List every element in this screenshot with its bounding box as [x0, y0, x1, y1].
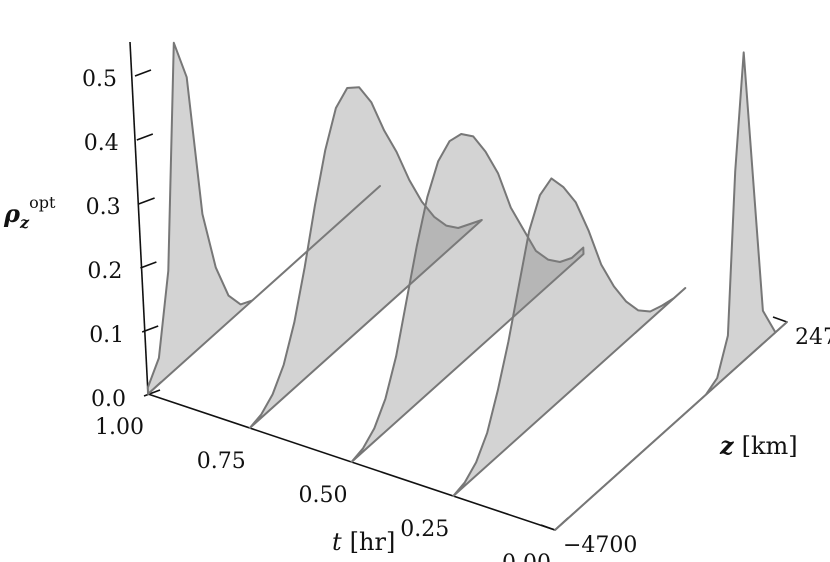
curves: [146, 41, 788, 531]
rho-tick-label: 0.0: [91, 387, 126, 412]
rho-tick-mark: [143, 389, 161, 397]
rho-tick-mark: [140, 261, 157, 269]
rho-tick-mark: [136, 133, 154, 141]
z-axis-title: z [km]: [719, 431, 798, 460]
z-tick-label: −4700: [563, 533, 637, 558]
t-tick-label: 0.75: [197, 449, 246, 474]
t-tick-label: 1.00: [95, 415, 144, 440]
rho-tick-mark: [138, 197, 155, 205]
z-tick-mark: [540, 524, 556, 531]
density-curve: [452, 177, 687, 497]
rho-tick-label: 0.1: [89, 323, 124, 348]
t-tick-label: 0.50: [299, 483, 348, 508]
density-curve: [350, 133, 585, 463]
t-tick-label: 0.25: [400, 517, 449, 542]
z-tick-mark: [772, 316, 788, 323]
rho-tick-label: 0.2: [87, 259, 122, 284]
rho-tick-label: 0.5: [82, 67, 117, 92]
rho-tick-mark: [141, 325, 159, 333]
density-curve: [248, 86, 483, 429]
rho-axis-title: ρzopt: [3, 193, 56, 232]
rho-tick-label: 0.4: [84, 131, 119, 156]
density-curve: [554, 51, 788, 531]
density-curve: [146, 41, 381, 395]
t-tick-label: 0.00: [502, 551, 551, 562]
rho-ticks: 0.0 0.1 0.2 0.3 0.4 0.5: [82, 67, 161, 412]
z-tick-label: 24700: [795, 325, 830, 350]
z-ticks: −4700 24700: [540, 316, 830, 558]
t-axis-title: t [hr]: [332, 528, 395, 556]
rho-axis: [129, 41, 149, 395]
rho-tick-mark: [134, 69, 152, 77]
rho-tick-label: 0.3: [86, 195, 121, 220]
